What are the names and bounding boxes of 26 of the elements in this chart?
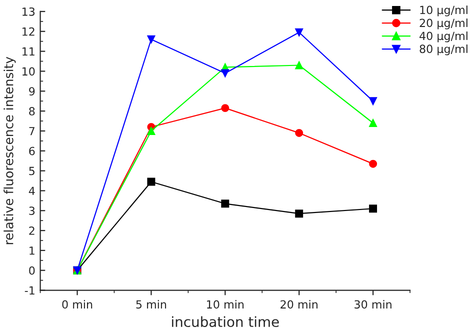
y-tick-label: 2: [29, 226, 34, 235]
y-tick-label: 12: [22, 27, 34, 36]
legend-label: 40 µg/ml: [420, 32, 468, 42]
x-tick-label: 30 min: [354, 300, 392, 309]
legend-label: 20 µg/ml: [420, 18, 468, 30]
x-tick-label: 10 min: [207, 300, 244, 309]
y-axis-title: relative fluorescence intensity: [4, 56, 16, 244]
y-tick-label: 8: [29, 107, 35, 116]
y-tick-label: 11: [22, 47, 34, 56]
y-tick-label: 9: [29, 87, 35, 96]
y-tick-label: 6: [29, 146, 35, 156]
legend-label: 80 µg/ml: [420, 44, 468, 56]
y-tick-label: 3: [29, 206, 35, 215]
x-tick-label: 5 min: [136, 300, 166, 309]
y-tick-label: 7: [29, 127, 34, 136]
y-tick-label: 0: [29, 266, 35, 275]
legend-label: 10 µg/ml: [420, 6, 468, 16]
y-tick-label: 1: [30, 246, 34, 255]
y-tick-label: 5: [29, 166, 34, 176]
y-tick-label: 10: [22, 67, 35, 76]
y-tick-label: 4: [28, 186, 35, 195]
y-tick-label: -1: [24, 286, 34, 294]
x-tick-label: 0 min: [62, 300, 92, 309]
x-tick-label: 20 min: [280, 300, 318, 309]
x-axis-title: incubation time: [172, 316, 279, 328]
y-tick-label: 13: [22, 7, 35, 16]
